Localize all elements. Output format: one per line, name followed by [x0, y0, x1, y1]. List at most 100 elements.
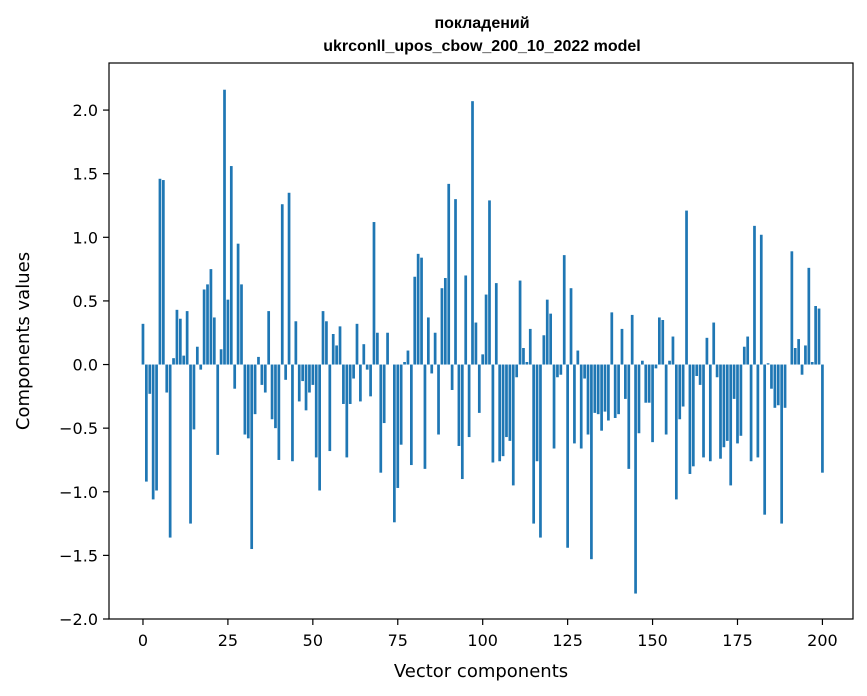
bar-component-47	[301, 364, 305, 382]
bar-component-109	[511, 364, 515, 486]
bar-component-5	[158, 178, 162, 365]
bar-component-9	[172, 358, 175, 365]
bar-component-145	[634, 364, 637, 594]
bar-component-11	[178, 318, 182, 365]
bar-component-82	[420, 257, 423, 365]
bar-component-178	[746, 336, 750, 365]
bar-component-22	[216, 364, 220, 455]
x-tick-label: 50	[303, 631, 323, 650]
bar-component-161	[688, 364, 692, 474]
bar-component-95	[464, 275, 468, 365]
bar-component-69	[376, 332, 379, 365]
x-tick-label: 0	[138, 631, 148, 650]
bar-component-21	[212, 317, 216, 365]
bar-component-13	[185, 311, 189, 365]
bar-component-54	[325, 321, 328, 365]
bar-component-36	[263, 364, 267, 393]
y-tick-label: −2.0	[59, 610, 98, 629]
bar-component-198	[814, 306, 817, 365]
y-tick-label: 1.0	[73, 228, 98, 247]
bar-component-56	[331, 334, 335, 365]
bar-component-168	[712, 322, 716, 365]
bar-component-163	[695, 364, 699, 376]
bar-component-78	[406, 350, 410, 365]
x-tick-label: 100	[467, 631, 498, 650]
bar-component-120	[549, 313, 553, 365]
bar-component-17	[199, 364, 203, 370]
bar-component-33	[253, 364, 257, 415]
bar-component-64	[359, 364, 362, 402]
bar-component-147	[641, 360, 644, 365]
bar-component-4	[155, 364, 158, 491]
bar-component-176	[739, 364, 743, 436]
x-axis-ticks: 0 25 50 75 100 125 150 175 200	[138, 619, 838, 650]
bar-component-1	[145, 364, 148, 482]
bar-component-165	[702, 364, 705, 458]
bar-component-99	[477, 364, 481, 413]
bar-component-65	[362, 344, 366, 365]
bar-component-61	[348, 364, 352, 404]
bar-component-160	[685, 210, 688, 365]
bar-component-29	[240, 284, 243, 365]
bar-component-179	[749, 364, 753, 462]
bar-component-125	[566, 364, 569, 548]
bar-component-114	[528, 328, 532, 365]
bar-series	[141, 89, 824, 594]
bar-component-25	[226, 299, 230, 365]
bar-component-192	[793, 347, 797, 365]
bar-component-136	[603, 364, 607, 412]
x-axis-label: Vector components	[394, 661, 568, 682]
bar-component-139	[613, 364, 617, 418]
chart-title: покладений	[434, 15, 529, 32]
bar-component-79	[409, 364, 413, 466]
bar-component-148	[644, 364, 648, 403]
plot-frame	[108, 62, 854, 620]
bar-component-92	[454, 199, 457, 365]
bar-component-189	[783, 364, 787, 408]
bar-component-51	[314, 364, 318, 458]
bar-component-19	[206, 284, 209, 365]
bar-component-23	[219, 349, 223, 365]
bar-component-156	[671, 336, 675, 365]
bar-component-131	[586, 364, 590, 435]
bar-component-175	[736, 364, 739, 444]
bar-component-86	[433, 332, 437, 365]
bar-component-80	[413, 276, 417, 365]
y-tick-label: 0.0	[73, 356, 98, 375]
bar-component-103	[491, 364, 495, 463]
bar-component-199	[817, 308, 821, 365]
bar-component-43	[287, 192, 291, 365]
bar-component-194	[800, 364, 804, 375]
bar-component-18	[202, 289, 206, 365]
bar-component-8	[168, 364, 172, 538]
y-tick-label: 1.5	[73, 165, 98, 184]
bar-component-167	[708, 364, 712, 462]
bar-component-166	[705, 337, 709, 365]
bar-component-96	[467, 364, 471, 438]
bar-component-112	[522, 347, 525, 365]
bar-component-12	[182, 355, 186, 365]
bar-component-164	[698, 364, 702, 385]
bar-component-193	[797, 339, 801, 365]
bar-component-184	[766, 363, 770, 365]
bar-component-27	[233, 364, 237, 389]
bar-component-128	[576, 350, 580, 365]
chart-subtitle: ukrconll_upos_cbow_200_10_2022 model	[323, 38, 640, 55]
bar-component-87	[437, 364, 440, 435]
bar-component-152	[657, 317, 661, 365]
bar-component-26	[229, 166, 233, 365]
bar-component-143	[627, 364, 631, 469]
bar-component-67	[369, 364, 372, 397]
bar-component-191	[790, 251, 794, 365]
bar-component-105	[498, 364, 502, 462]
bar-component-122	[556, 364, 559, 378]
bar-component-14	[189, 364, 192, 524]
bar-component-185	[770, 364, 773, 389]
bar-component-130	[583, 364, 586, 379]
bar-component-52	[318, 364, 321, 491]
bar-component-81	[416, 253, 420, 365]
bar-component-10	[175, 309, 179, 365]
bar-component-31	[246, 364, 250, 439]
bar-component-77	[403, 361, 406, 365]
